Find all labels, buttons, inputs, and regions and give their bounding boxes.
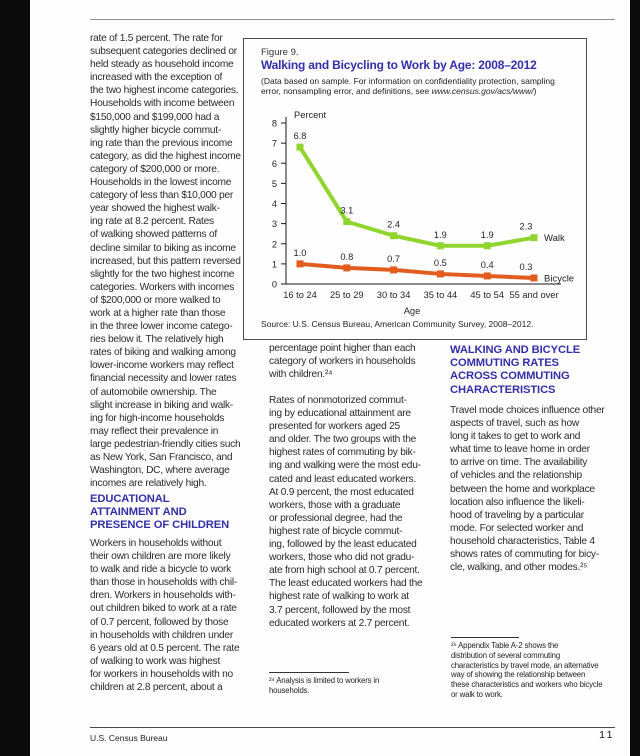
svg-text:3: 3 xyxy=(272,219,277,229)
figure-subtitle-url: www.census.gov/acs/www/ xyxy=(431,86,534,96)
footnote-25: ²⁵ Appendix Table A-2 shows the distribu… xyxy=(451,641,603,699)
svg-text:0.8: 0.8 xyxy=(340,252,353,262)
svg-text:8: 8 xyxy=(272,119,277,129)
figure-label: Figure 9. xyxy=(261,47,299,58)
figure-subtitle-suffix: ) xyxy=(533,86,537,96)
svg-text:35 to 44: 35 to 44 xyxy=(424,290,458,300)
footnote-24: ²⁴ Analysis is limited to workers in hou… xyxy=(269,676,380,695)
svg-text:25 to 29: 25 to 29 xyxy=(330,290,364,300)
middle-column-paragraph-2: Rates of nonmotorized commut- ing by edu… xyxy=(269,395,423,629)
svg-text:55 and over: 55 and over xyxy=(509,290,558,300)
svg-text:45 to 54: 45 to 54 xyxy=(470,290,504,300)
svg-text:2.3: 2.3 xyxy=(520,222,533,232)
top-rule xyxy=(90,19,615,20)
svg-text:0.5: 0.5 xyxy=(434,258,447,268)
figure-title: Walking and Bicycling to Work by Age: 20… xyxy=(261,58,537,72)
left-column-paragraph-2: Workers in households without their own … xyxy=(90,538,240,694)
svg-text:0: 0 xyxy=(272,280,277,290)
footer-rule xyxy=(90,727,615,728)
footnote-24-rule xyxy=(269,672,349,673)
svg-text:Walk: Walk xyxy=(544,233,565,244)
page-number: 11 xyxy=(599,729,615,741)
page: rate of 1.5 percent. The rate for subseq… xyxy=(30,0,630,756)
figure-subtitle-text: (Data based on sample. For information o… xyxy=(261,76,555,96)
svg-text:5: 5 xyxy=(272,179,277,189)
figure-9: Figure 9. Walking and Bicycling to Work … xyxy=(243,38,587,340)
svg-text:Age: Age xyxy=(404,306,421,316)
svg-text:1.9: 1.9 xyxy=(434,230,447,240)
heading-walking-bicycle-commuting: WALKING AND BICYCLE COMMUTING RATES ACRO… xyxy=(450,344,581,396)
svg-text:6: 6 xyxy=(272,159,277,169)
figure-source: Source: U.S. Census Bureau, American Com… xyxy=(261,319,534,329)
svg-text:1.9: 1.9 xyxy=(481,230,494,240)
footer-publisher: U.S. Census Bureau xyxy=(90,733,168,743)
svg-text:0.4: 0.4 xyxy=(481,260,494,270)
svg-text:2: 2 xyxy=(272,239,277,249)
svg-text:7: 7 xyxy=(272,139,277,149)
figure-subtitle: (Data based on sample. For information o… xyxy=(261,76,566,96)
svg-text:Bicycle: Bicycle xyxy=(544,273,574,284)
svg-text:1.0: 1.0 xyxy=(294,248,307,258)
svg-text:6.8: 6.8 xyxy=(294,131,307,141)
svg-text:16 to 24: 16 to 24 xyxy=(283,290,317,300)
right-column-paragraph-1: Travel mode choices influence other aspe… xyxy=(450,405,605,574)
figure-chart: Percent 0 1 2 3 4 5 6 7 8 16 to 24 25 to 29 30 to 34… xyxy=(272,110,574,316)
svg-text:4: 4 xyxy=(272,199,277,209)
svg-text:3.1: 3.1 xyxy=(340,206,353,216)
svg-text:2.4: 2.4 xyxy=(387,220,400,230)
svg-text:0.7: 0.7 xyxy=(387,254,400,264)
svg-text:0.3: 0.3 xyxy=(520,262,533,272)
footnote-25-rule xyxy=(451,637,519,638)
middle-column-paragraph-1: percentage point higher than each catego… xyxy=(269,343,416,381)
svg-text:Percent: Percent xyxy=(294,110,326,120)
svg-text:1: 1 xyxy=(272,259,277,269)
left-column-paragraph-1: rate of 1.5 percent. The rate for subseq… xyxy=(90,33,241,490)
svg-text:30 to 34: 30 to 34 xyxy=(377,290,411,300)
heading-educational-attainment: EDUCATIONAL ATTAINMENT AND PRESENCE OF C… xyxy=(90,493,230,532)
